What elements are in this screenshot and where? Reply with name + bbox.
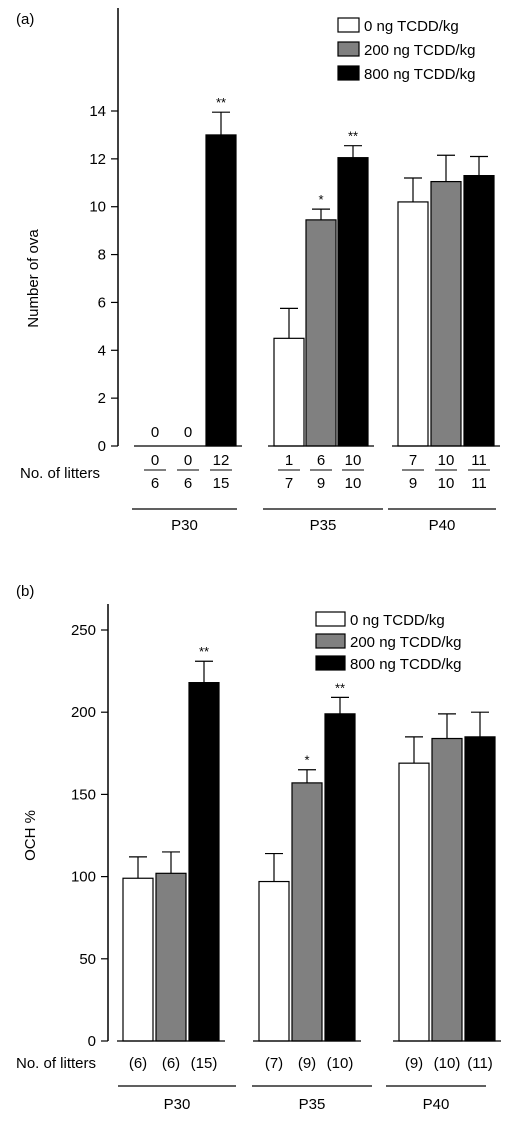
y-tick-label-b-100: 100 [71,869,96,886]
bar-b-p30-0ng [122,877,154,1042]
legend-label-a-200ng: 200 ng TCDD/kg [364,42,475,59]
legend-swatch-a-200ng [337,41,360,57]
litters-denominator-p35-0ng: 7 [285,475,293,492]
group-label-b-p40: P40 [423,1096,450,1113]
bar-a-p30-800ng [205,134,237,447]
litters-numerator-p35-0ng: 1 [285,452,293,469]
bar-b-p30-200ng [155,872,187,1042]
litters-numerator-p35-800ng: 10 [345,452,362,469]
legend-label-a-800ng: 800 ng TCDD/kg [364,66,475,83]
litters-count-p35-0ng: (7) [265,1055,283,1072]
litters-row-label-b: No. of litters [16,1055,96,1072]
y-tick-label-a-14: 14 [89,103,106,120]
y-tick-label-b-200: 200 [71,704,96,721]
litters-denominator-p30-200ng: 6 [184,475,192,492]
bar-a-p35-0ng [273,337,305,447]
panel-label-a: (a) [16,11,34,28]
significance-a-p30-800ng: ** [216,95,226,110]
bar-a-p40-800ng [463,175,495,447]
y-tick-label-a-2: 2 [98,390,106,407]
significance-b-p35-800ng: ** [335,680,345,695]
y-tick-label-a-6: 6 [98,294,106,311]
legend-label-a-0ng: 0 ng TCDD/kg [364,18,459,35]
litters-count-p40-200ng: (10) [434,1055,461,1072]
litters-denominator-p40-200ng: 10 [438,475,455,492]
bar-a-p40-0ng [397,201,429,447]
bar-a-p35-200ng [305,219,337,447]
panel-label-b: (b) [16,583,34,600]
litters-denominator-p40-800ng: 11 [471,475,487,492]
legend-swatch-b-800ng [315,655,346,671]
litters-count-p40-0ng: (9) [405,1055,423,1072]
litters-count-p40-800ng: (11) [467,1055,493,1072]
group-label-b-p30: P30 [164,1096,191,1113]
y-tick-label-b-250: 250 [71,622,96,639]
legend-swatch-b-0ng [315,611,346,627]
group-label-a-p35: P35 [310,517,337,534]
y-tick-label-b-50: 50 [79,951,96,968]
zero-value-label-a-p30-200ng: 0 [184,424,192,441]
y-tick-label-a-10: 10 [89,199,106,216]
bar-b-p30-800ng [188,682,220,1042]
litters-count-p35-800ng: (10) [327,1055,354,1072]
bar-b-p40-0ng [398,762,430,1042]
litters-count-p30-0ng: (6) [129,1055,147,1072]
litters-denominator-p30-0ng: 6 [151,475,159,492]
legend-swatch-a-800ng [337,65,360,81]
litters-count-p30-200ng: (6) [162,1055,180,1072]
legend-label-b-0ng: 0 ng TCDD/kg [350,612,445,629]
y-tick-label-b-0: 0 [88,1033,96,1050]
bar-a-p40-200ng [430,180,462,447]
litters-numerator-p40-200ng: 10 [438,452,455,469]
zero-value-label-a-p30-0ng: 0 [151,424,159,441]
y-axis-title-a: Number of ova [25,229,42,328]
litters-denominator-p40-0ng: 9 [409,475,417,492]
litters-row-label-a: No. of litters [20,465,100,482]
significance-b-p35-200ng: * [304,753,309,768]
litters-denominator-p35-800ng: 10 [345,475,362,492]
legend-label-b-800ng: 800 ng TCDD/kg [350,656,461,673]
legend-swatch-b-200ng [315,633,346,649]
litters-numerator-p30-200ng: 0 [184,452,192,469]
litters-count-p30-800ng: (15) [191,1055,218,1072]
litters-numerator-p30-800ng: 12 [213,452,230,469]
y-tick-label-b-150: 150 [71,786,96,803]
bar-a-p35-800ng [337,157,369,447]
bar-b-p35-0ng [258,880,290,1042]
significance-b-p30-800ng: ** [199,644,209,659]
group-label-a-p30: P30 [171,517,198,534]
litters-numerator-p30-0ng: 0 [151,452,159,469]
y-tick-label-a-12: 12 [89,151,106,168]
bar-b-p35-200ng [291,782,323,1042]
group-label-b-p35: P35 [299,1096,326,1113]
y-axis-title-b: OCH % [22,810,39,861]
y-tick-label-a-8: 8 [98,247,106,264]
litters-denominator-p30-800ng: 15 [213,475,230,492]
y-tick-label-a-0: 0 [98,438,106,455]
significance-a-p35-200ng: * [318,192,323,207]
litters-numerator-p40-0ng: 7 [409,452,417,469]
litters-numerator-p40-800ng: 11 [471,452,487,469]
bar-b-p35-800ng [324,713,356,1042]
legend-swatch-a-0ng [337,17,360,33]
legend-label-b-200ng: 200 ng TCDD/kg [350,634,461,651]
bar-b-p40-200ng [431,737,463,1042]
litters-numerator-p35-200ng: 6 [317,452,325,469]
significance-a-p35-800ng: ** [348,129,358,144]
litters-count-p35-200ng: (9) [298,1055,316,1072]
bar-b-p40-800ng [464,736,496,1042]
group-label-a-p40: P40 [429,517,456,534]
litters-denominator-p35-200ng: 9 [317,475,325,492]
y-tick-label-a-4: 4 [98,342,106,359]
